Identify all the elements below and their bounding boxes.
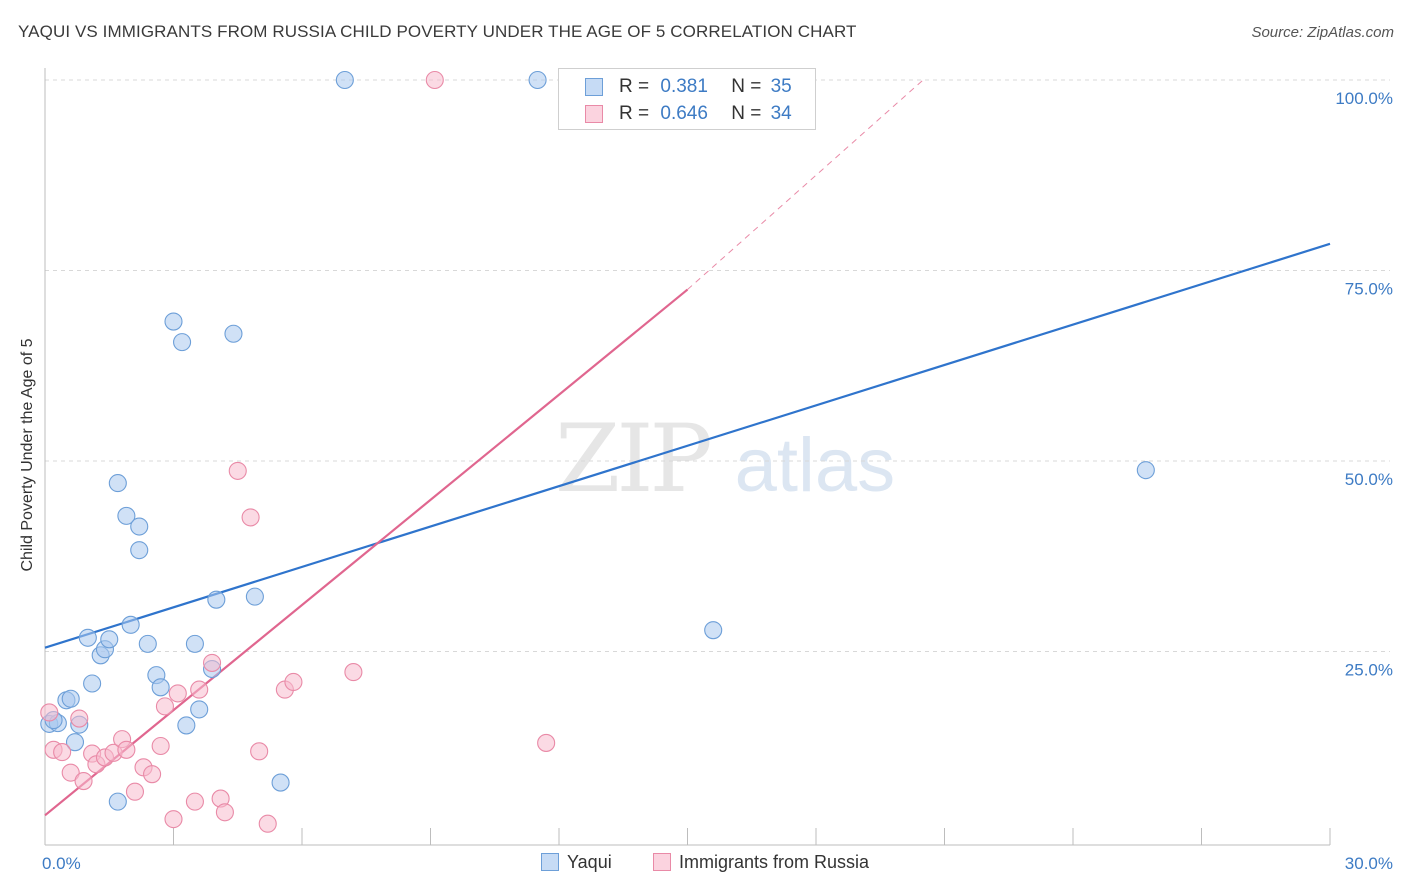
- bottom-legend-swatch-yaqui: [541, 853, 559, 871]
- data-point-russia: [258, 814, 277, 833]
- data-point-russia: [168, 684, 187, 703]
- data-point-yaqui: [528, 70, 547, 90]
- trend-line-yaqui: [44, 242, 1331, 649]
- data-point-yaqui: [177, 716, 196, 735]
- data-point-russia: [151, 736, 170, 756]
- data-point-yaqui: [108, 792, 127, 811]
- legend-r-value: 0.646: [660, 103, 708, 124]
- data-point-yaqui: [65, 733, 85, 752]
- legend-r-value: 0.381: [660, 76, 708, 97]
- data-point-russia: [155, 697, 174, 716]
- trend-extension-russia: [687, 79, 924, 290]
- legend-r-label: R =: [619, 103, 650, 124]
- data-point-yaqui: [117, 506, 136, 525]
- watermark: ZIP atlas: [555, 405, 895, 514]
- data-point-yaqui: [100, 630, 119, 649]
- data-point-russia: [40, 703, 59, 722]
- x-tick-label: 0.0%: [42, 854, 81, 873]
- legend-r-label: R =: [619, 76, 650, 97]
- data-point-yaqui: [335, 70, 354, 90]
- data-point-russia: [284, 672, 303, 692]
- source-label: Source: ZipAtlas.com: [1251, 24, 1394, 41]
- data-point-yaqui: [207, 590, 226, 609]
- trend-lines: [44, 79, 1331, 817]
- data-point-yaqui: [130, 541, 149, 560]
- data-point-russia: [425, 70, 444, 90]
- data-point-russia: [537, 733, 556, 752]
- data-point-yaqui: [151, 678, 170, 697]
- data-point-russia: [241, 508, 260, 527]
- bottom-legend-russia: Immigrants from Russia: [653, 852, 869, 873]
- bottom-legend-swatch-russia: [653, 853, 671, 871]
- data-point-yaqui: [704, 621, 723, 640]
- y-tick-label: 75.0%: [1345, 280, 1393, 299]
- legend-n-value: 34: [770, 103, 792, 124]
- data-point-yaqui: [130, 517, 149, 536]
- data-point-russia: [74, 771, 93, 791]
- y-tick-label: 25.0%: [1345, 661, 1393, 680]
- data-point-yaqui: [271, 773, 290, 792]
- y-tick-label: 100.0%: [1335, 89, 1393, 108]
- x-tick-label: 30.0%: [1345, 854, 1393, 873]
- correlation-legend: R = 0.381 N = 35 R = 0.646 N = 34: [558, 68, 816, 130]
- data-point-yaqui: [1136, 461, 1155, 480]
- data-point-russia: [185, 792, 204, 811]
- trend-line-russia: [44, 288, 689, 817]
- data-point-russia: [250, 742, 269, 761]
- data-point-russia: [125, 782, 144, 801]
- bottom-legend-label-yaqui: Yaqui: [567, 852, 612, 872]
- legend-n-value: 35: [770, 76, 792, 97]
- data-point-yaqui: [108, 474, 127, 493]
- watermark-atlas: atlas: [734, 423, 896, 508]
- data-point-russia: [117, 740, 136, 759]
- axes: [44, 68, 1331, 846]
- tick-labels: 100.0% 75.0% 50.0% 25.0% 0.0% 30.0%: [42, 89, 1393, 873]
- y-tick-label: 50.0%: [1345, 470, 1393, 489]
- data-point-russia: [143, 765, 162, 784]
- data-point-yaqui: [245, 587, 264, 606]
- data-point-russia: [70, 709, 89, 728]
- data-point-russia: [61, 763, 80, 782]
- data-point-yaqui: [121, 615, 140, 634]
- data-point-yaqui: [185, 634, 204, 653]
- watermark-zip: ZIP: [555, 405, 713, 514]
- legend-swatch-yaqui: [585, 78, 603, 96]
- data-point-russia: [53, 743, 72, 762]
- data-point-yaqui: [78, 628, 97, 647]
- data-point-russia: [228, 461, 247, 480]
- data-point-yaqui: [83, 674, 102, 693]
- data-point-yaqui: [190, 700, 209, 719]
- data-point-russia: [344, 663, 363, 682]
- data-point-yaqui: [164, 312, 183, 331]
- chart-title: YAQUI VS IMMIGRANTS FROM RUSSIA CHILD PO…: [18, 22, 857, 41]
- data-point-russia: [215, 803, 234, 822]
- data-point-yaqui: [224, 324, 243, 343]
- data-point-russia: [190, 680, 209, 699]
- data-point-yaqui: [138, 634, 157, 653]
- legend-n-label: N =: [731, 103, 762, 124]
- data-point-yaqui: [173, 333, 192, 352]
- bottom-legend-yaqui: Yaqui: [541, 852, 612, 873]
- legend-swatch-russia: [585, 105, 603, 123]
- data-point-russia: [164, 810, 183, 829]
- grid: [45, 79, 1390, 652]
- data-point-russia: [203, 653, 222, 672]
- bottom-legend-label-russia: Immigrants from Russia: [679, 852, 870, 872]
- legend-n-label: N =: [731, 76, 762, 97]
- data-point-yaqui: [61, 689, 80, 708]
- data-points: [40, 70, 1155, 833]
